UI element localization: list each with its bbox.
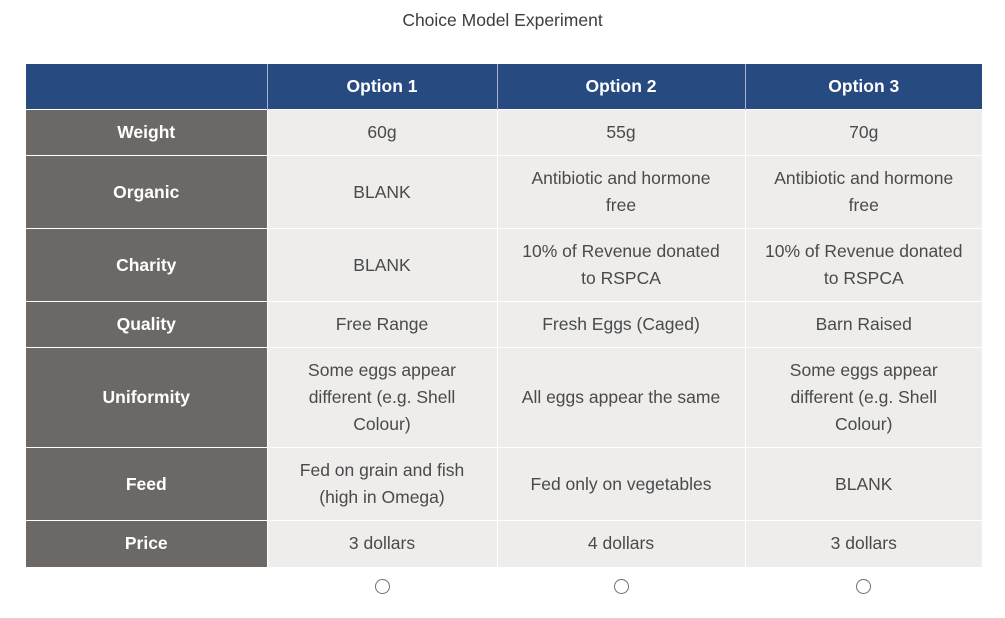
cell-quality-option-3: Barn Raised [744,301,982,348]
cell-quality-option-2: Fresh Eggs (Caged) [496,301,745,348]
cell-feed-option-2: Fed only on vegetables [496,447,745,521]
table-row-feed: Feed Fed on grain and fish (high in Omeg… [26,447,982,521]
choice-table: Option 1 Option 2 Option 3 Weight 60g 55… [26,64,982,567]
cell-weight-option-2: 55g [496,109,745,156]
table-row-weight: Weight 60g 55g 70g [26,109,982,156]
table-header-row: Option 1 Option 2 Option 3 [26,64,982,110]
row-label-organic: Organic [26,155,267,229]
table-row-quality: Quality Free Range Fresh Eggs (Caged) Ba… [26,301,982,348]
cell-price-option-1: 3 dollars [266,520,497,567]
cell-uniformity-option-2: All eggs appear the same [496,347,745,448]
row-label-quality: Quality [26,301,267,348]
cell-organic-option-2: Antibiotic and hormone free [496,155,745,229]
table-row-organic: Organic BLANK Antibiotic and hormone fre… [26,155,982,229]
row-label-price: Price [26,520,267,567]
radio-option-3[interactable] [856,579,871,594]
radio-option-1[interactable] [375,579,390,594]
cell-organic-option-3: Antibiotic and hormone free [744,155,982,229]
cell-uniformity-option-1: Some eggs appear different (e.g. Shell C… [266,347,497,448]
row-label-weight: Weight [26,109,267,156]
table-row-uniformity: Uniformity Some eggs appear different (e… [26,347,982,448]
table-row-price: Price 3 dollars 4 dollars 3 dollars [26,520,982,567]
header-option-1: Option 1 [266,64,497,110]
cell-feed-option-3: BLANK [744,447,982,521]
row-label-uniformity: Uniformity [26,347,267,448]
table-row-charity: Charity BLANK 10% of Revenue donated to … [26,228,982,302]
cell-quality-option-1: Free Range [266,301,497,348]
cell-uniformity-option-3: Some eggs appear different (e.g. Shell C… [744,347,982,448]
cell-feed-option-1: Fed on grain and fish (high in Omega) [266,447,497,521]
header-option-2: Option 2 [496,64,745,110]
cell-price-option-3: 3 dollars [744,520,982,567]
cell-price-option-2: 4 dollars [496,520,745,567]
page-title: Choice Model Experiment [402,10,603,30]
radio-option-2[interactable] [614,579,629,594]
row-label-feed: Feed [26,447,267,521]
cell-charity-option-3: 10% of Revenue donated to RSPCA [744,228,982,302]
cell-charity-option-2: 10% of Revenue donated to RSPCA [496,228,745,302]
row-label-charity: Charity [26,228,267,302]
cell-weight-option-3: 70g [744,109,982,156]
choice-radio-row [0,578,1005,598]
header-option-3: Option 3 [744,64,982,110]
cell-charity-option-1: BLANK [266,228,497,302]
cell-organic-option-1: BLANK [266,155,497,229]
header-corner [26,64,267,110]
cell-weight-option-1: 60g [266,109,497,156]
